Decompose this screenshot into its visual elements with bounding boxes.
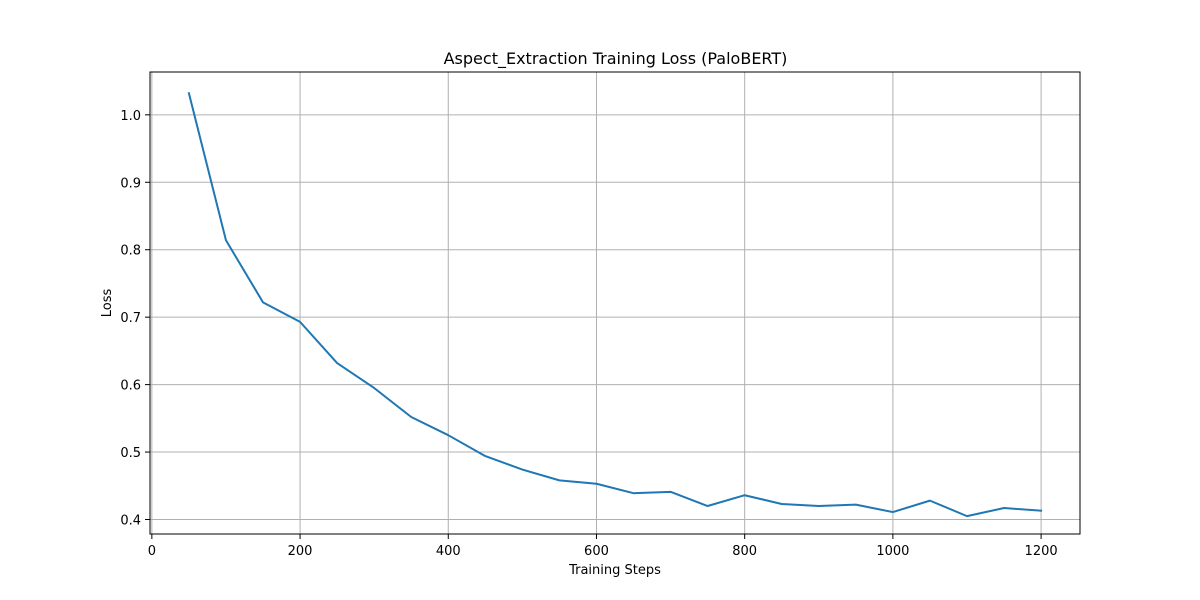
x-tick-label: 200 xyxy=(288,544,313,559)
y-tick-label: 0.5 xyxy=(120,446,141,461)
x-tick-label: 1200 xyxy=(1025,544,1058,559)
y-tick-label: 0.7 xyxy=(120,311,141,326)
y-axis-label: Loss xyxy=(100,289,115,318)
loss-line xyxy=(187,92,1043,518)
y-tick-label: 1.0 xyxy=(120,109,141,124)
y-tick-label: 0.4 xyxy=(120,513,141,528)
y-tick-label: 0.9 xyxy=(120,176,141,191)
x-axis: 0 200 400 600 800 1000 1200 xyxy=(148,534,1058,559)
x-tick-label: 800 xyxy=(732,544,757,559)
series-group xyxy=(187,92,1043,518)
x-tick-label: 0 xyxy=(148,544,156,559)
plot-frame xyxy=(149,71,1081,535)
y-tick-label: 0.8 xyxy=(120,244,141,259)
chart-title: Aspect_Extraction Training Loss (PaloBER… xyxy=(444,49,788,69)
y-tick-label: 0.6 xyxy=(120,379,141,394)
x-axis-label: Training Steps xyxy=(568,563,661,578)
x-tick-label: 600 xyxy=(584,544,609,559)
grid-lines xyxy=(150,72,1080,534)
x-tick-label: 400 xyxy=(436,544,461,559)
x-tick-label: 1000 xyxy=(876,544,909,559)
y-axis: 0.4 0.5 0.6 0.7 0.8 0.9 1.0 xyxy=(120,109,150,528)
